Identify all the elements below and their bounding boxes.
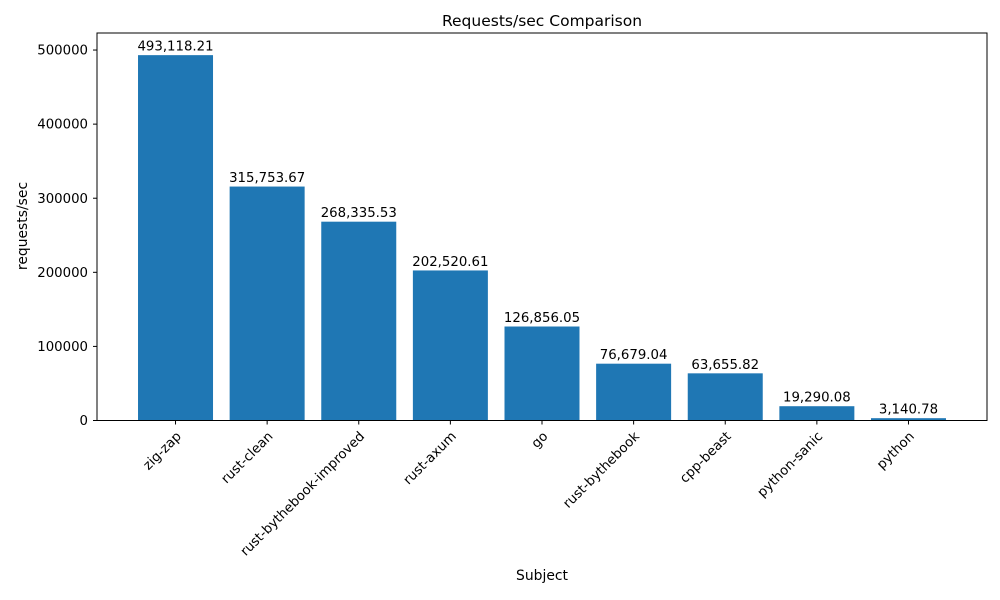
bar-python-sanic bbox=[779, 406, 855, 421]
bar-rust-bythebook bbox=[596, 363, 672, 421]
bars-group bbox=[138, 55, 946, 421]
plot-border bbox=[96, 32, 988, 421]
bar-value-label: 202,520.61 bbox=[412, 255, 488, 270]
bar-zig-zap bbox=[138, 55, 214, 421]
bar-value-label: 76,679.04 bbox=[600, 348, 668, 363]
bar-python bbox=[870, 418, 946, 421]
y-tick-label: 500000 bbox=[37, 44, 88, 59]
y-tick-label: 300000 bbox=[37, 192, 88, 207]
x-tick-label-rust-bythebook: rust-bythebook bbox=[561, 429, 644, 512]
bar-value-label: 268,335.53 bbox=[321, 206, 397, 221]
x-tick-label-zig-zap: zig-zap bbox=[141, 429, 185, 473]
bar-rust-bythebook-improved bbox=[321, 221, 397, 421]
bar-cpp-beast bbox=[687, 373, 763, 421]
bar-value-label: 315,753.67 bbox=[229, 171, 305, 186]
x-tick-label-rust-axum: rust-axum bbox=[401, 429, 460, 488]
chart-title: Requests/sec Comparison bbox=[442, 12, 642, 30]
value-labels-group: 493,118.21 315,753.67 268,335.53 202,520.61… bbox=[137, 40, 938, 418]
x-tick-label-go: go bbox=[529, 429, 551, 451]
x-tick-label-rust-clean: rust-clean bbox=[219, 429, 277, 487]
y-tick-label: 200000 bbox=[37, 266, 88, 281]
y-tick-label: 0 bbox=[80, 414, 88, 429]
x-tick-label-python: python bbox=[874, 429, 917, 472]
y-axis-title: requests/sec bbox=[15, 182, 31, 270]
bar-value-label: 3,140.78 bbox=[879, 403, 938, 418]
x-tick-label-cpp-beast: cpp-beast bbox=[677, 429, 734, 486]
bar-rust-clean bbox=[229, 186, 305, 421]
bar-go bbox=[504, 326, 580, 421]
bar-value-label: 493,118.21 bbox=[137, 40, 213, 55]
y-tick-label: 100000 bbox=[37, 340, 88, 355]
y-axis-ticks-group: 0 100000 200000 300000 400000 500000 bbox=[37, 44, 97, 429]
bar-value-label: 19,290.08 bbox=[783, 391, 851, 406]
bar-rust-axum bbox=[412, 270, 488, 421]
y-tick-label: 400000 bbox=[37, 118, 88, 133]
x-axis-ticks-group: zig-zap rust-cleanrust-bythebook-improved… bbox=[141, 420, 918, 559]
bar-value-label: 63,655.82 bbox=[691, 358, 759, 373]
bar-value-label: 126,856.05 bbox=[504, 311, 580, 326]
x-axis-title: Subject bbox=[516, 568, 568, 584]
x-tick-label-python-sanic: python-sanic bbox=[755, 429, 826, 500]
